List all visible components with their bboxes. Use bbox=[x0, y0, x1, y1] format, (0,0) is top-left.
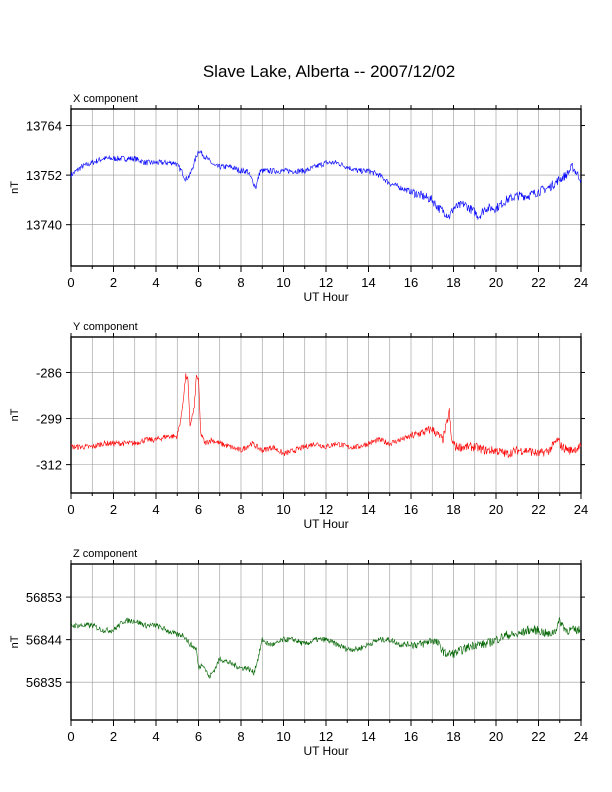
x-tick-label: 6 bbox=[195, 502, 202, 517]
x-axis-label: UT Hour bbox=[303, 290, 348, 304]
x-tick-label: 10 bbox=[276, 502, 290, 517]
series-line bbox=[70, 617, 581, 679]
x-tick-label: 2 bbox=[110, 729, 117, 744]
panel-label: X component bbox=[73, 93, 138, 105]
x-tick-label: 24 bbox=[574, 275, 588, 290]
x-tick-label: 2 bbox=[110, 275, 117, 290]
x-tick-label: 14 bbox=[361, 502, 375, 517]
x-tick-label: 20 bbox=[489, 729, 503, 744]
x-axis-label: UT Hour bbox=[303, 517, 348, 531]
x-tick-label: 12 bbox=[319, 729, 333, 744]
y-tick-label: -312 bbox=[36, 458, 62, 473]
x-tick-label: 22 bbox=[531, 502, 545, 517]
x-tick-label: 2 bbox=[110, 502, 117, 517]
panel-label: Z component bbox=[73, 548, 137, 560]
page-title: Slave Lake, Alberta -- 2007/12/02 bbox=[203, 62, 455, 81]
y-tick-label: -299 bbox=[36, 412, 62, 427]
x-tick-label: 24 bbox=[574, 502, 588, 517]
y-tick-label: 13752 bbox=[26, 168, 62, 183]
x-tick-label: 18 bbox=[446, 502, 460, 517]
x-axis-label: UT Hour bbox=[303, 744, 348, 758]
x-tick-label: 6 bbox=[195, 729, 202, 744]
x-tick-label: 12 bbox=[319, 275, 333, 290]
y-tick-label: -286 bbox=[36, 365, 62, 380]
y-axis-label: nT bbox=[9, 408, 21, 421]
x-tick-label: 6 bbox=[195, 275, 202, 290]
x-tick-label: 4 bbox=[152, 275, 159, 290]
panel-label: Y component bbox=[73, 321, 138, 333]
y-axis-label: nT bbox=[9, 635, 21, 648]
x-tick-label: 4 bbox=[152, 729, 159, 744]
y-tick-label: 13764 bbox=[26, 119, 62, 134]
x-tick-label: 0 bbox=[67, 502, 74, 517]
x-tick-label: 8 bbox=[237, 502, 244, 517]
x-tick-label: 20 bbox=[489, 502, 503, 517]
x-tick-label: 24 bbox=[574, 729, 588, 744]
series-line bbox=[70, 150, 582, 221]
y-tick-label: 13740 bbox=[26, 218, 62, 233]
x-tick-label: 22 bbox=[531, 729, 545, 744]
y-tick-label: 56844 bbox=[26, 633, 62, 648]
x-tick-label: 4 bbox=[152, 502, 159, 517]
y-axis-label: nT bbox=[9, 181, 21, 194]
x-tick-label: 16 bbox=[404, 502, 418, 517]
x-tick-label: 10 bbox=[276, 275, 290, 290]
x-tick-label: 10 bbox=[276, 729, 290, 744]
x-tick-label: 12 bbox=[319, 502, 333, 517]
x-tick-label: 20 bbox=[489, 275, 503, 290]
x-tick-label: 0 bbox=[67, 275, 74, 290]
x-tick-label: 22 bbox=[531, 275, 545, 290]
x-tick-label: 18 bbox=[446, 275, 460, 290]
x-tick-label: 8 bbox=[237, 729, 244, 744]
x-tick-label: 18 bbox=[446, 729, 460, 744]
x-tick-label: 8 bbox=[237, 275, 244, 290]
y-tick-label: 56835 bbox=[26, 675, 62, 690]
x-tick-label: 16 bbox=[404, 275, 418, 290]
x-tick-label: 14 bbox=[361, 729, 375, 744]
x-tick-label: 14 bbox=[361, 275, 375, 290]
x-tick-label: 0 bbox=[67, 729, 74, 744]
series-line bbox=[70, 373, 582, 459]
x-tick-label: 16 bbox=[404, 729, 418, 744]
y-tick-label: 56853 bbox=[26, 590, 62, 605]
